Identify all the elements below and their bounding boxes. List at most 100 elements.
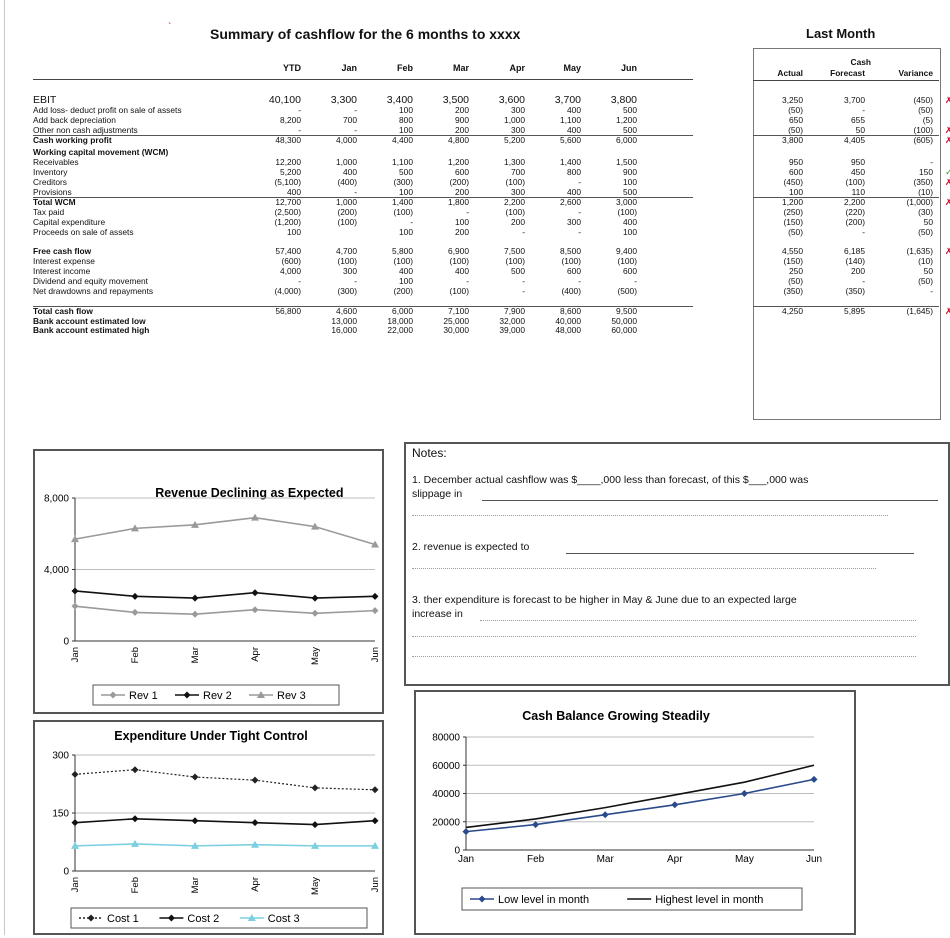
- x-tick-label: Feb: [130, 877, 141, 893]
- x-tick-label: May: [310, 877, 321, 895]
- cell-value: 200: [455, 124, 469, 135]
- last-month-column-header: Variance: [898, 68, 933, 78]
- column-header-may: May: [563, 63, 581, 73]
- table-row: Add back depreciation 8,200 700 800 900 1,000…: [33, 114, 693, 126]
- series-line-2: [74, 817, 376, 826]
- legend-label: Rev 3: [277, 690, 306, 702]
- last-month-header-underline: [753, 80, 939, 81]
- cell-value: 4,000: [280, 266, 301, 277]
- legend-box: [92, 684, 340, 706]
- column-header-jan: Jan: [341, 63, 357, 73]
- cell-value: -: [578, 276, 581, 287]
- last-month-spacer: [753, 80, 939, 96]
- last-month-cell: (150): [783, 256, 803, 267]
- cell-value: 8,500: [560, 246, 581, 257]
- cell-value: 900: [623, 167, 637, 178]
- note-1-blank[interactable]: [482, 500, 938, 501]
- last-month-cell: -: [862, 226, 865, 237]
- last-month-cell: 450: [851, 167, 865, 178]
- cell-value: 300: [511, 104, 525, 115]
- cell-value: 6,000: [392, 305, 413, 316]
- data-point: [131, 524, 139, 532]
- row-label: Working capital movement (WCM): [33, 147, 169, 158]
- page-left-border: [4, 0, 5, 935]
- last-month-cell: 5,895: [844, 305, 865, 316]
- y-tick-label: 0: [63, 637, 69, 648]
- last-month-row: 3,250 3,700 (450) ✗: [753, 95, 950, 106]
- legend-marker: [247, 914, 256, 921]
- table-row: Bank account estimated high 16,000 22,000 3…: [33, 326, 693, 336]
- last-month-cell: (50): [918, 276, 933, 287]
- last-month-cell: 3,250: [782, 95, 803, 105]
- series-line-1: [74, 605, 376, 615]
- cell-value: 5,800: [392, 246, 413, 257]
- cell-value: 5,600: [560, 134, 581, 145]
- expenditure-chart-panel: Expenditure Under Tight Control 0 150 300 Ja…: [33, 720, 384, 935]
- last-month-cell: (1,645): [906, 305, 933, 316]
- last-month-row: 600 450 150 ✓: [753, 167, 950, 178]
- note-3-blank-dotted-2[interactable]: [412, 656, 916, 657]
- last-month-row: (50) 50 (100) ✗: [753, 125, 950, 136]
- cell-value: 1,400: [392, 196, 413, 207]
- note-3-blank-dotted[interactable]: [412, 636, 916, 637]
- table-row: Net drawdowns and repayments (4,000) (300)…: [33, 285, 693, 297]
- data-point: [371, 786, 379, 794]
- data-point: [311, 594, 319, 602]
- cell-value: (1,200): [274, 216, 301, 227]
- y-tick-label: 8,000: [44, 494, 69, 505]
- last-month-cell: (200): [845, 216, 865, 227]
- cell-value: 500: [623, 104, 637, 115]
- x-tick-label: Jun: [370, 877, 381, 892]
- last-month-row: 3,800 4,405 (605) ✗: [753, 134, 950, 146]
- series-line-2: [74, 590, 376, 599]
- note-3-blank[interactable]: [480, 620, 916, 621]
- last-month-cell: 110: [851, 187, 865, 198]
- cell-value: 1,200: [616, 114, 637, 125]
- last-month-cell: 4,550: [782, 246, 803, 257]
- cell-value: -: [354, 104, 357, 115]
- cell-value: (600): [281, 256, 301, 267]
- data-point: [131, 608, 139, 616]
- row-label: Tax paid: [33, 206, 65, 217]
- last-month-cell: 250: [789, 266, 803, 277]
- cell-value: (100): [393, 206, 413, 217]
- last-month-cell: -: [862, 104, 865, 115]
- column-header-mar: Mar: [452, 63, 469, 73]
- note-2-blank-dotted[interactable]: [412, 568, 876, 569]
- last-month-cell: 950: [851, 157, 865, 168]
- last-month-cell: (450): [783, 177, 803, 188]
- note-1-blank-dotted[interactable]: [412, 515, 888, 516]
- legend-label: Cost 1: [107, 913, 139, 925]
- cell-value: 3,300: [330, 94, 357, 106]
- data-point: [671, 801, 679, 809]
- cell-value: 16,000: [331, 325, 357, 336]
- data-point: [191, 841, 199, 849]
- note-2-blank[interactable]: [566, 553, 914, 554]
- red-tick-mark: `: [168, 22, 172, 33]
- data-point: [71, 602, 79, 610]
- last-month-cell: -: [862, 276, 865, 287]
- cell-value: 50,000: [611, 315, 637, 326]
- data-point: [810, 775, 818, 783]
- cell-value: 8,600: [560, 305, 581, 316]
- row-label: Free cash flow: [33, 246, 92, 257]
- cell-value: 3,600: [498, 94, 525, 106]
- legend-label: Cost 2: [187, 913, 219, 925]
- series-line-1: [74, 769, 376, 791]
- note-3-line-2: increase in: [412, 608, 463, 620]
- cell-value: 1,000: [336, 157, 357, 168]
- data-point: [251, 589, 259, 597]
- cell-value: (100): [337, 256, 357, 267]
- series-line-1: [465, 778, 815, 833]
- x-tick-label: Apr: [250, 647, 261, 662]
- cell-value: (300): [337, 285, 357, 296]
- cell-value: 2,200: [504, 196, 525, 207]
- table-row: EBIT 40,100 3,300 3,400 3,500 3,600 3,700 3,800: [33, 94, 693, 106]
- table-row: Provisions 400 - 100 200 300 400 500: [33, 187, 693, 198]
- cell-value: -: [298, 104, 301, 115]
- cell-value: 6,900: [448, 246, 469, 257]
- table-row: Working capital movement (WCM): [33, 148, 693, 158]
- y-tick-label: 80000: [432, 733, 460, 744]
- data-point: [601, 811, 609, 819]
- last-month-cell: (450): [913, 95, 933, 105]
